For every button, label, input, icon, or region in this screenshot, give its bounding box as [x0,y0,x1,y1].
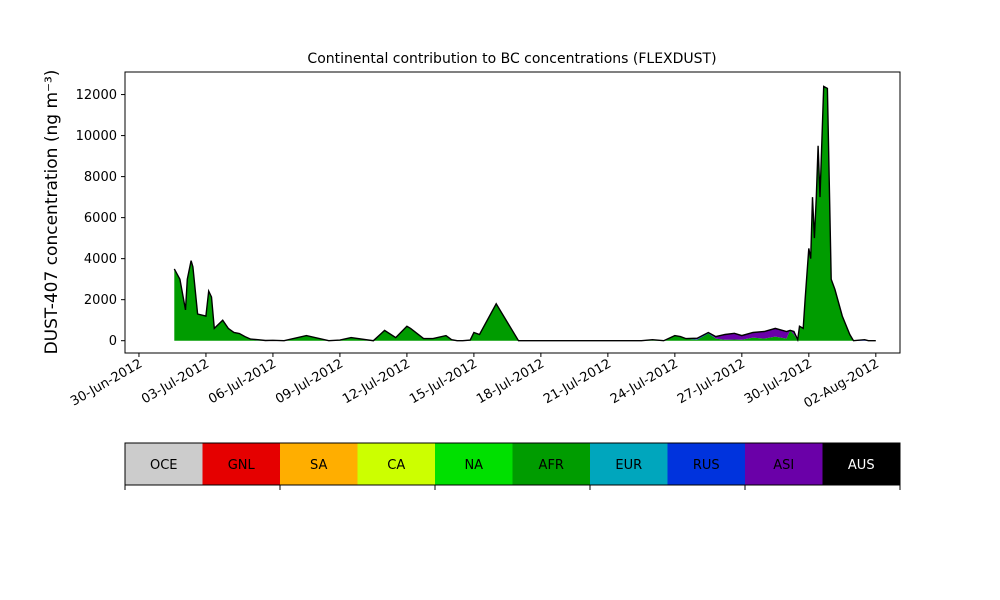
area-eur [174,86,876,341]
x-tick-label: 03-Jul-2012 [139,356,212,407]
x-tick-label: 18-Jul-2012 [474,356,547,407]
area-afr [174,86,876,341]
x-tick-label: 21-Jul-2012 [541,356,614,407]
x-tick-label: 15-Jul-2012 [407,356,480,407]
y-tick-label: 4000 [84,252,117,267]
plot-area [173,85,876,343]
legend-swatch-eur [590,443,668,485]
x-tick-label: 06-Jul-2012 [206,356,279,407]
legend-swatch-sa [280,443,358,485]
area-rus [174,86,876,341]
legend-label-afr: AFR [539,458,564,473]
legend-swatch-rus [667,443,746,485]
legend-swatch-oce [125,443,203,485]
legend-swatch-ca [357,443,436,485]
legend-label-ca: CA [387,458,405,473]
y-axis-label: DUST-407 concentration (ng m⁻³) [42,70,62,355]
y-tick-label: 12000 [76,88,117,103]
area-asi [174,86,876,341]
y-tick-label: 10000 [76,129,117,144]
x-tick-label: 30-Jun-2012 [68,356,145,409]
legend-swatch-na [435,443,513,485]
legend-label-asi: ASI [773,458,794,473]
legend-label-eur: EUR [615,458,642,473]
legend-swatch-aus [822,443,901,485]
legend-swatch-afr [512,443,591,485]
legend-label-rus: RUS [693,458,720,473]
y-tick-label: 0 [109,334,117,349]
x-tick-label: 24-Jul-2012 [608,356,681,407]
legend-swatch-gnl [202,443,281,485]
chart-title: Continental contribution to BC concentra… [307,51,716,67]
x-tick-label: 09-Jul-2012 [273,356,346,407]
y-tick-label: 6000 [84,211,117,226]
legend-swatch-asi [745,443,823,485]
legend-frame [124,442,901,486]
total-outline [173,85,876,343]
legend-label-gnl: GNL [228,458,256,473]
x-tick-label: 02-Aug-2012 [801,356,881,411]
legend-label-aus: AUS [848,458,875,473]
legend-label-na: NA [464,458,483,473]
x-tick-label: 27-Jul-2012 [675,356,748,407]
x-axis-ticks: 30-Jun-201203-Jul-201206-Jul-201209-Jul-… [68,353,882,412]
plot-frame [124,71,901,354]
y-tick-label: 8000 [84,170,117,185]
legend-label-sa: SA [310,458,327,473]
area-aus [174,86,876,341]
legend-label-oce: OCE [150,458,178,473]
y-axis-ticks: 0 2000 4000 6000 8000 10000 12000 [76,88,125,349]
x-tick-label: 12-Jul-2012 [340,356,413,407]
legend-colorbar: OCE GNL SA CA NA AFR EUR RUS ASI AUS [124,442,901,490]
y-tick-label: 2000 [84,293,117,308]
